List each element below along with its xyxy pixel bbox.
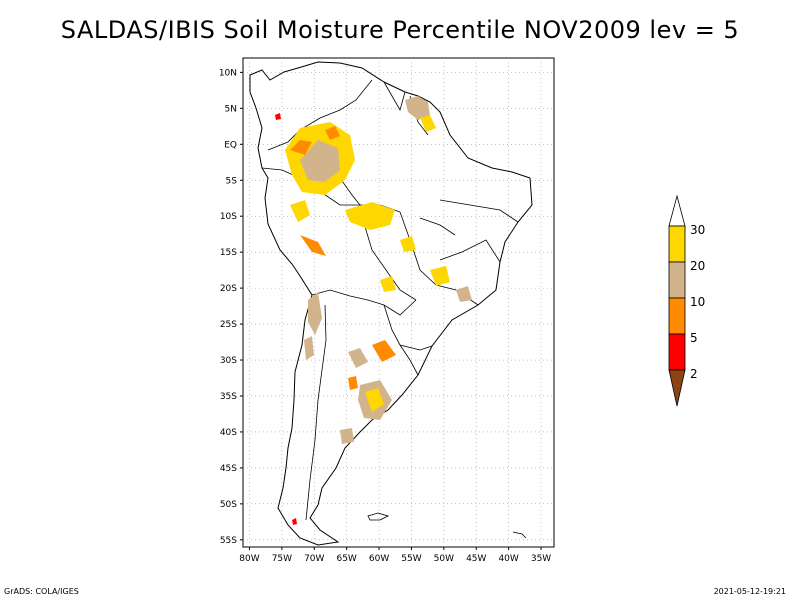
lat-tick-label: 10S (220, 212, 237, 222)
colorbar-above-30 (668, 194, 686, 227)
lat-tick-label: 5S (226, 176, 238, 186)
patch-orange-peru (300, 235, 326, 256)
map-title: SALDAS/IBIS Soil Moisture Percentile NOV… (60, 16, 740, 44)
lat-tick-label: EQ (224, 140, 237, 150)
lat-tick-label: 5N (225, 104, 237, 114)
colorbar-label-30: 30 (690, 223, 705, 237)
lat-tick-label: 10N (219, 68, 237, 78)
colorbar-10-20 (668, 261, 686, 299)
patch-tan-amazon (300, 140, 340, 182)
patch-red-peru (275, 113, 281, 120)
lon-tick-label: 50W (434, 554, 454, 564)
patch-tan-chile-north (308, 292, 322, 335)
patch-yellow-pampas (365, 388, 384, 412)
lat-tick-label: 35S (220, 392, 237, 402)
colorbar-20-30 (668, 225, 686, 263)
patch-tan-patagonia (340, 428, 354, 444)
lon-tick-label: 45W (466, 554, 486, 564)
patch-yellow-bolivia (345, 202, 395, 230)
lon-tick-label: 40W (498, 554, 518, 564)
colorbar-label-5: 5 (690, 331, 698, 345)
lat-tick-label: 40S (220, 428, 237, 438)
patch-orange-argentina (372, 340, 396, 362)
lat-tick-label: 50S (220, 500, 237, 510)
lon-tick-label: 80W (239, 554, 259, 564)
footer-timestamp: 2021-05-12-19:21 (713, 587, 786, 596)
lat-tick-label: 15S (220, 248, 237, 258)
graticule (243, 58, 554, 547)
patch-tan-guiana (405, 96, 430, 120)
patch-tan-brazil-south (456, 286, 472, 302)
footer-credit: GrADS: COLA/IGES (4, 587, 79, 596)
colorbar-label-10: 10 (690, 295, 705, 309)
lon-tick-label: 65W (336, 554, 356, 564)
lon-tick-label: 70W (304, 554, 324, 564)
colorbar-below-2 (668, 369, 686, 407)
lon-tick-label: 35W (531, 554, 551, 564)
south-georgia-island (512, 531, 527, 539)
patch-orange-amazon (290, 140, 312, 155)
soil-moisture-patches (275, 96, 472, 525)
patch-orange-amazon-2 (325, 126, 340, 140)
latitude-labels: 10N 5N EQ 5S 10S 15S 20S 25S 30S 35S 40S 45S 50S 55S (219, 68, 243, 546)
patch-orange-cordoba (348, 376, 358, 390)
colorbar-label-20: 20 (690, 259, 705, 273)
lat-tick-label: 30S (220, 356, 237, 366)
lon-tick-label: 75W (272, 554, 292, 564)
patch-red-tierra (292, 518, 297, 525)
patch-yellow-guiana (420, 115, 436, 132)
colorbar-5-10 (668, 297, 686, 335)
patch-yellow-peru (290, 200, 310, 222)
colorbar-label-2: 2 (690, 367, 698, 381)
patch-tan-chile-mid (304, 336, 314, 360)
map-frame (242, 57, 555, 548)
lat-tick-label: 55S (220, 536, 237, 546)
lat-tick-label: 45S (220, 464, 237, 474)
patch-yellow-brazil-central (400, 236, 416, 252)
longitude-labels: 80W 75W 70W 65W 60W 55W 50W 45W 40W 35W (239, 547, 551, 564)
south-america-coastline (249, 61, 533, 546)
lat-tick-label: 20S (220, 284, 237, 294)
falkland-islands (367, 512, 390, 521)
colorbar-2-5 (668, 333, 686, 371)
lat-tick-label: 25S (220, 320, 237, 330)
patch-yellow-paraguay (380, 276, 396, 292)
patch-yellow-brazil-south (430, 266, 450, 286)
lon-tick-label: 55W (401, 554, 421, 564)
patch-tan-argentina (348, 348, 368, 368)
colorbar: 30 20 10 5 2 (668, 194, 705, 407)
lon-tick-label: 60W (369, 554, 389, 564)
